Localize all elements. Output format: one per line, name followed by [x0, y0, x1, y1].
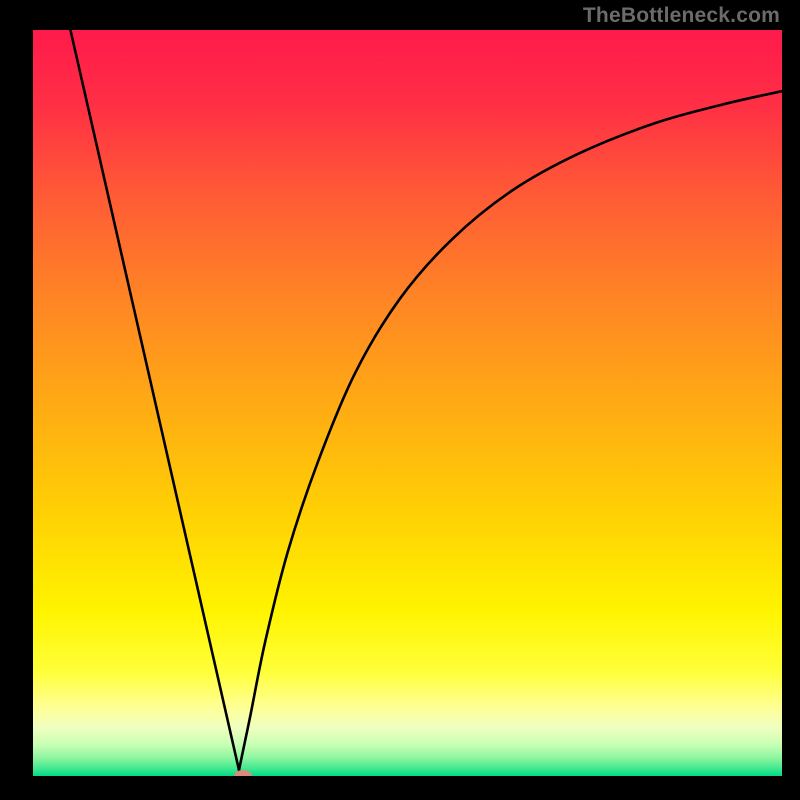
curve-right-branch	[239, 91, 782, 770]
watermark-text: TheBottleneck.com	[583, 4, 780, 28]
curve-left-branch	[70, 30, 239, 770]
